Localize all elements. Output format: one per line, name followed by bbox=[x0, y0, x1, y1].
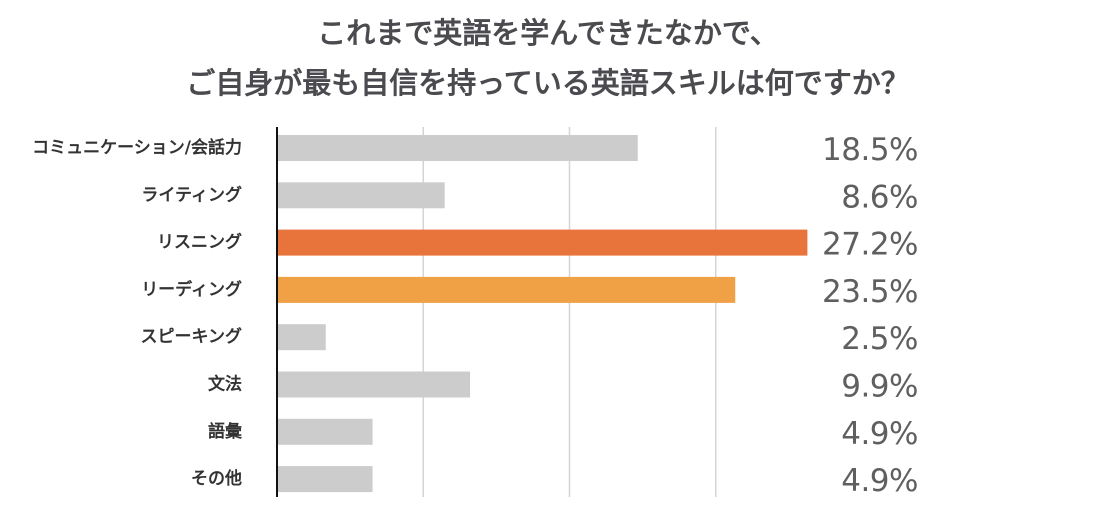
value-label-0: 18.5% bbox=[822, 132, 918, 168]
category-label-5: 文法 bbox=[208, 374, 242, 395]
category-label-1: ライティング bbox=[141, 184, 242, 205]
bar-3 bbox=[278, 276, 736, 303]
value-label-7: 4.9% bbox=[841, 463, 918, 499]
value-label-2: 27.2% bbox=[822, 227, 918, 263]
category-label-2: リスニング bbox=[157, 232, 242, 253]
value-label-3: 23.5% bbox=[822, 274, 918, 310]
value-label-1: 8.6% bbox=[841, 179, 918, 215]
bar-1 bbox=[278, 182, 445, 209]
bar-5 bbox=[278, 371, 471, 398]
value-label-4: 2.5% bbox=[841, 321, 918, 357]
category-labels: コミュニケーション/会話力ライティングリスニングリーディングスピーキング文法語彙… bbox=[32, 137, 243, 489]
gridlines bbox=[422, 127, 717, 497]
value-label-5: 9.9% bbox=[841, 369, 918, 405]
value-labels: 18.5% 8.6% 27.2% 23.5% 2.5% 9.9% 4.9% 4.9% bbox=[822, 132, 919, 500]
bar-2 bbox=[278, 229, 808, 256]
category-label-7: その他 bbox=[191, 468, 242, 489]
category-label-6: 語彙 bbox=[208, 421, 243, 442]
bars bbox=[278, 135, 808, 493]
chart-title: これまで英語を学んできたなかで、 ご自身が最も自信を持っている英語スキルは何です… bbox=[0, 8, 1096, 108]
category-label-3: リーディング bbox=[141, 279, 242, 300]
value-label-6: 4.9% bbox=[841, 416, 918, 452]
category-label-0: コミュニケーション/会話力 bbox=[32, 137, 242, 158]
category-label-4: スピーキング bbox=[141, 326, 243, 347]
bar-4 bbox=[278, 324, 326, 351]
bar-0 bbox=[278, 135, 638, 161]
bar-7 bbox=[278, 466, 373, 493]
bar-6 bbox=[278, 418, 373, 445]
chart-title-line-1: これまで英語を学んできたなかで、 bbox=[317, 16, 779, 50]
chart-title-line-2: ご自身が最も自信を持っている英語スキルは何ですか？ bbox=[186, 66, 910, 100]
